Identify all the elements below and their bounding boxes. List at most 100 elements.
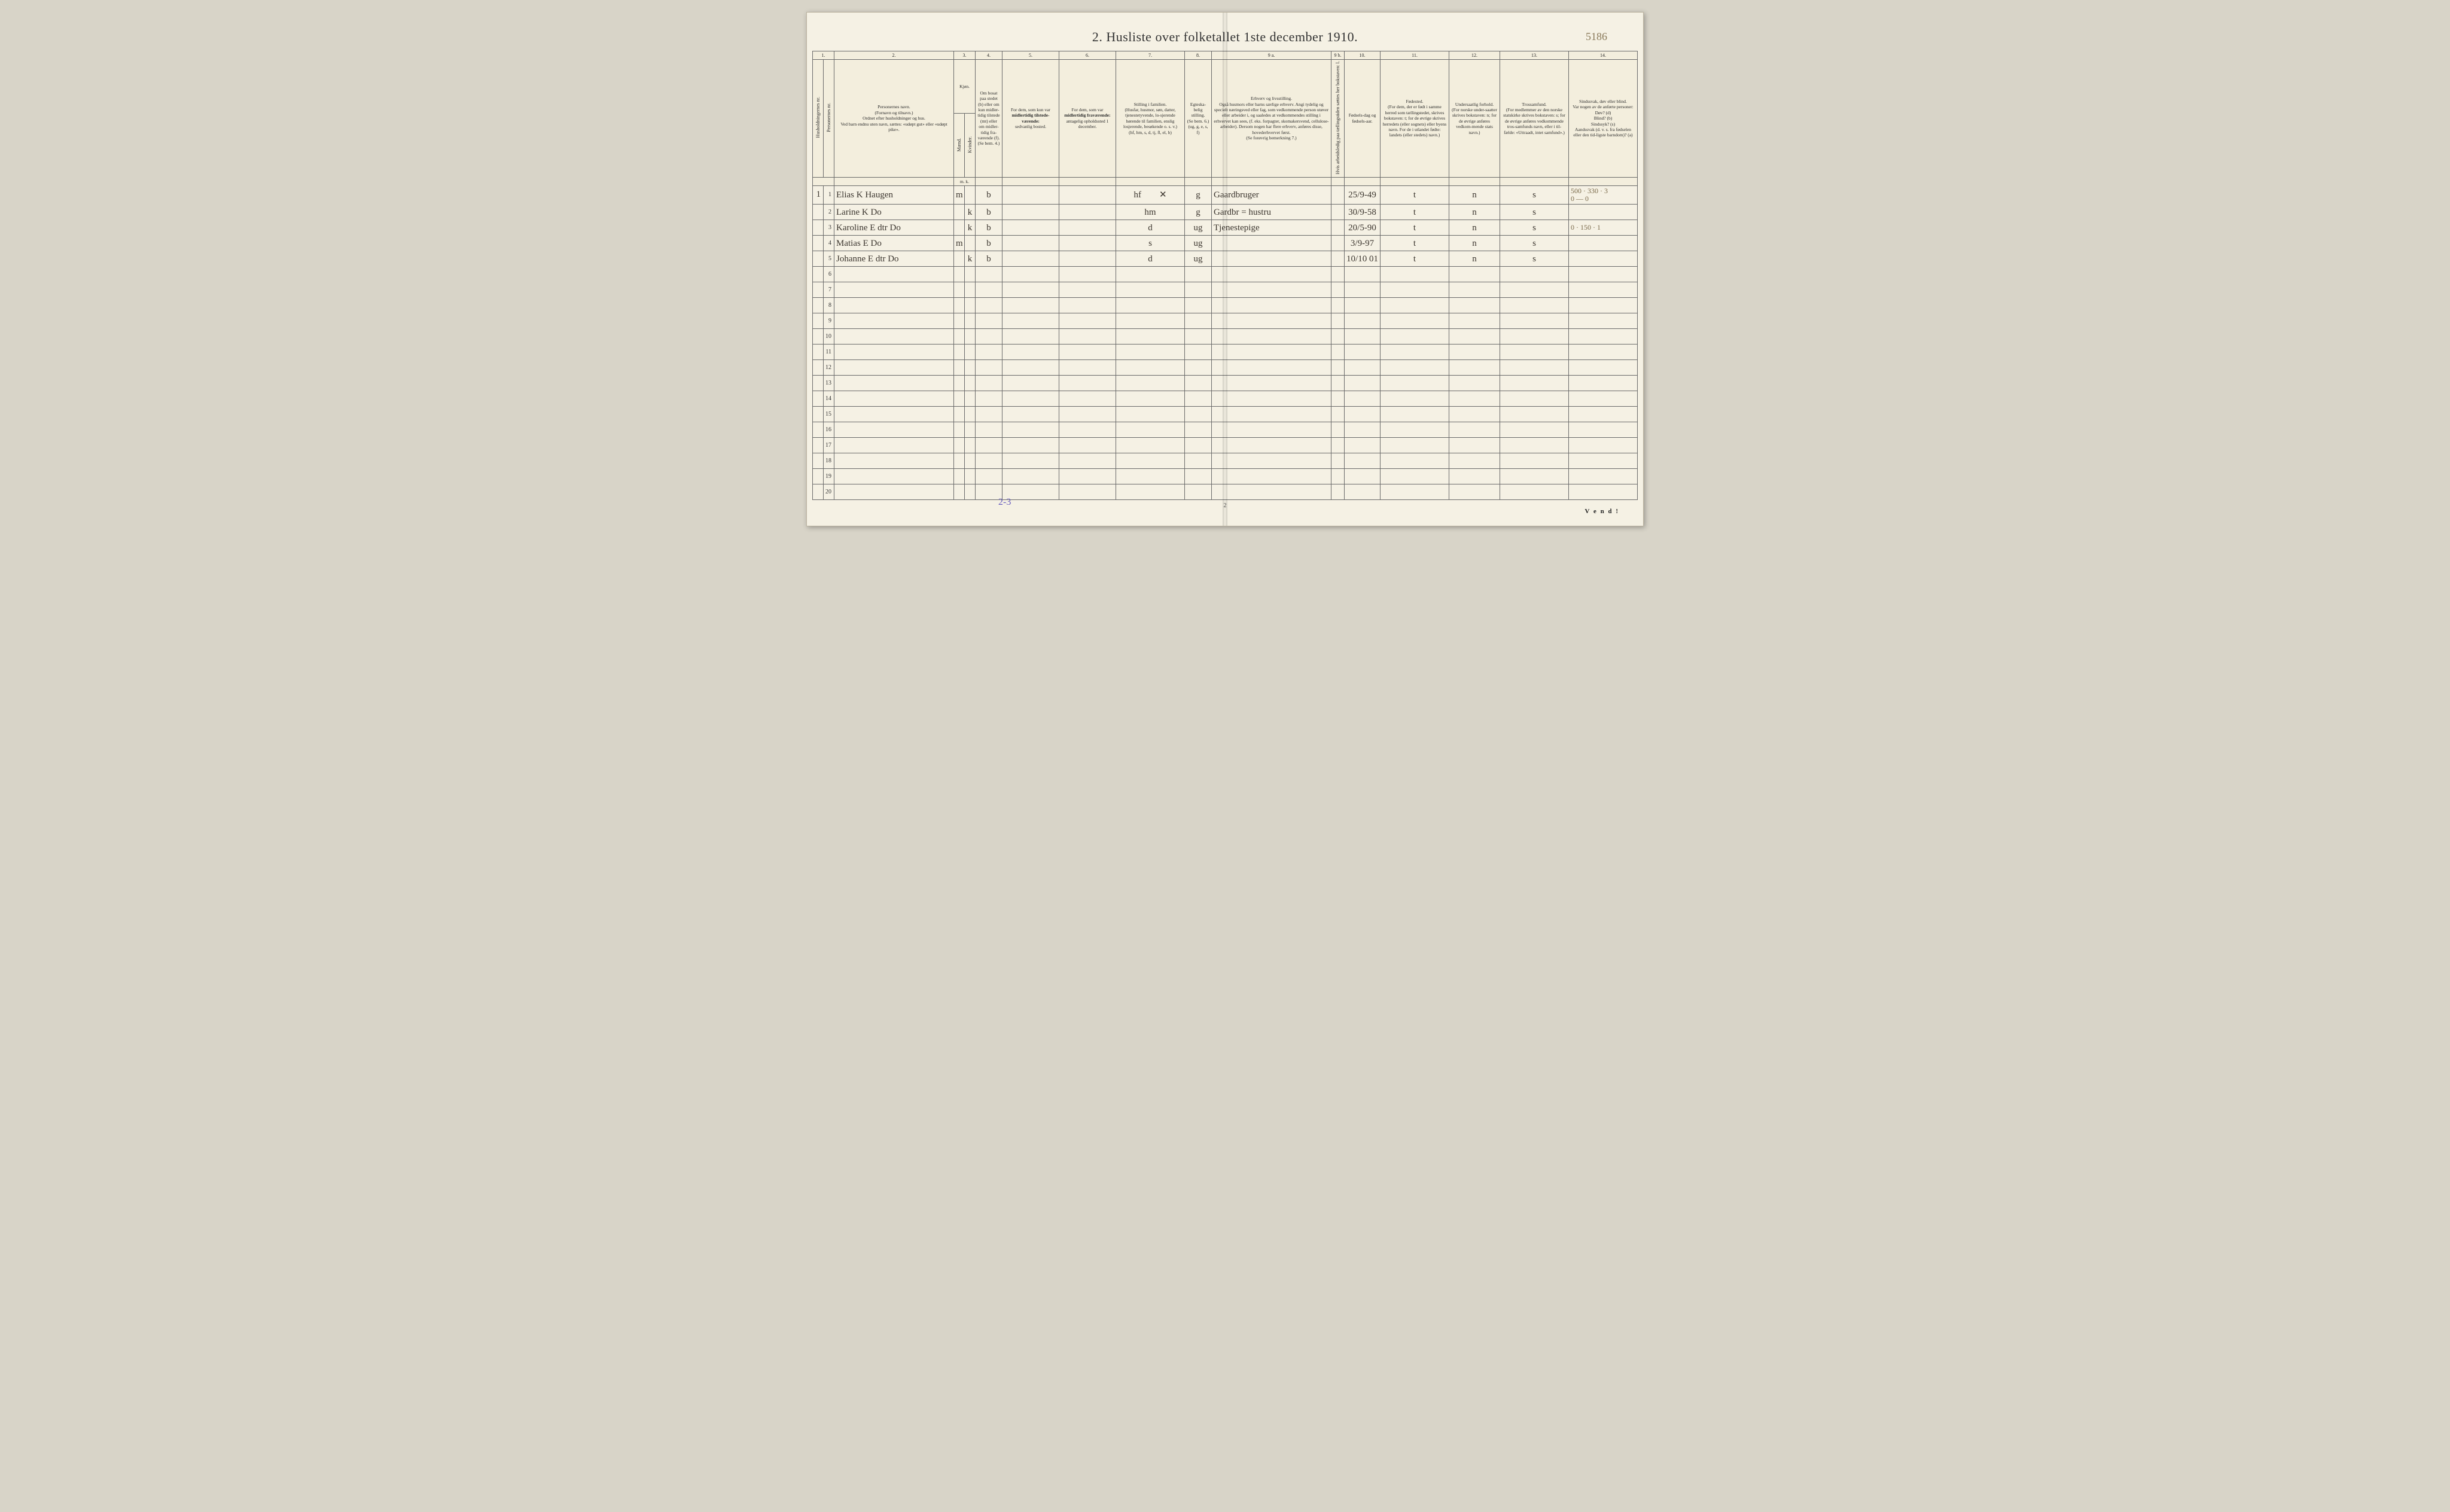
cell-name	[834, 407, 954, 422]
blank-h	[1212, 177, 1331, 185]
cell-erhverv: Gardbr = hustru	[1212, 205, 1331, 220]
colnum-5: 5.	[1002, 51, 1059, 60]
colnum-8: 8.	[1185, 51, 1212, 60]
cell-col6	[1059, 360, 1116, 376]
cell-person-nr: 19	[824, 469, 834, 484]
hdr-bosat: Om bosat paa stedet (b) eller om kun mid…	[976, 60, 1002, 178]
cell-bosat	[976, 267, 1002, 282]
cell-sex-m	[954, 360, 965, 376]
cell-bosat	[976, 345, 1002, 360]
handwritten-value: Tjenestepige	[1214, 223, 1260, 233]
cell-household-nr	[813, 391, 824, 407]
handwritten-value: hf	[1133, 190, 1141, 200]
cell-col14	[1569, 313, 1638, 329]
cell-col5	[1002, 205, 1059, 220]
cell-trossamfund: s	[1500, 236, 1569, 251]
vend-label: V e n d !	[1584, 508, 1619, 515]
colnum-6: 6.	[1059, 51, 1116, 60]
cell-name	[834, 391, 954, 407]
cell-sex-m	[954, 469, 965, 484]
cell-col5	[1002, 422, 1059, 438]
cell-erhverv	[1212, 267, 1331, 282]
cell-stilling-familien	[1116, 484, 1185, 500]
colnum-7: 7.	[1116, 51, 1185, 60]
cell-person-nr: 11	[824, 345, 834, 360]
handwritten-value: m	[956, 239, 963, 248]
handwritten-value: ug	[1194, 239, 1203, 248]
cell-bosat: b	[976, 185, 1002, 204]
cell-person-nr: 12	[824, 360, 834, 376]
cell-fodselsdato	[1345, 329, 1381, 345]
cell-fodselsdato	[1345, 438, 1381, 453]
cell-name	[834, 376, 954, 391]
cell-name	[834, 438, 954, 453]
cell-fodselsdato	[1345, 484, 1381, 500]
handwritten-value: 30/9-58	[1348, 208, 1376, 217]
cell-household-nr	[813, 220, 824, 236]
cell-col6	[1059, 407, 1116, 422]
cell-fodested	[1381, 298, 1449, 313]
cell-household-nr	[813, 360, 824, 376]
cell-col5	[1002, 438, 1059, 453]
cell-household-nr	[813, 205, 824, 220]
hdr-sex-m-label: Mænd.	[956, 138, 962, 151]
blank-g	[1185, 177, 1212, 185]
cell-stilling-familien	[1116, 453, 1185, 469]
hdr-sex: Kjøn.	[954, 60, 976, 114]
cell-sex-k	[965, 407, 976, 422]
cell-egteskabelig: g	[1185, 205, 1212, 220]
cell-erhverv	[1212, 376, 1331, 391]
hdr-sex-m: Mænd.	[954, 114, 965, 178]
table-row: 4Matias E Dombsug3/9-97tns	[813, 236, 1638, 251]
cell-trossamfund	[1500, 391, 1569, 407]
cell-col5	[1002, 360, 1059, 376]
cell-stilling-familien: s	[1116, 236, 1185, 251]
cell-egteskabelig	[1185, 438, 1212, 453]
cell-bosat	[976, 469, 1002, 484]
handwritten-value: t	[1413, 239, 1416, 248]
cell-person-nr: 6	[824, 267, 834, 282]
hdr-col7: Stilling i familien. (Husfar, husmor, sø…	[1116, 60, 1185, 178]
handwritten-value: 25/9-49	[1348, 190, 1376, 200]
handwritten-value: Gaardbruger	[1214, 190, 1259, 200]
cell-erhverv: Tjenestepige	[1212, 220, 1331, 236]
cell-sex-k	[965, 360, 976, 376]
cell-household-nr	[813, 438, 824, 453]
handwritten-value: n	[1472, 254, 1477, 264]
cell-household-nr	[813, 453, 824, 469]
cell-fodested: t	[1381, 205, 1449, 220]
blank-d	[1002, 177, 1059, 185]
cell-erhverv: Gaardbruger	[1212, 185, 1331, 204]
table-body: 11Elias K Haugenmbhf✕gGaardbruger25/9-49…	[813, 185, 1638, 499]
hdr-col6-a: For dem, som var	[1072, 107, 1104, 112]
cell-stilling-familien: d	[1116, 220, 1185, 236]
colnum-14: 14.	[1569, 51, 1638, 60]
hdr-col6-c: antagelig opholdssted 1 december.	[1066, 118, 1109, 129]
cell-9b	[1331, 282, 1345, 298]
cell-person-nr: 1	[824, 185, 834, 204]
cell-egteskabelig	[1185, 407, 1212, 422]
cell-9b	[1331, 376, 1345, 391]
cell-name	[834, 484, 954, 500]
column-header-row: Husholdningernes nr. Personernes nr. Per…	[813, 60, 1638, 114]
cell-erhverv	[1212, 251, 1331, 267]
cell-undersaat	[1449, 267, 1500, 282]
blank-f	[1116, 177, 1185, 185]
cell-col5	[1002, 453, 1059, 469]
cell-egteskabelig	[1185, 313, 1212, 329]
handwritten-value: Larine K Do	[836, 208, 882, 217]
handwritten-value: t	[1413, 208, 1416, 217]
cell-fodested	[1381, 282, 1449, 298]
handwritten-value: ug	[1194, 254, 1203, 264]
handwritten-value: n	[1472, 208, 1477, 217]
cell-name	[834, 267, 954, 282]
cell-col14	[1569, 376, 1638, 391]
cell-name	[834, 329, 954, 345]
cell-fodested: t	[1381, 185, 1449, 204]
cell-col5	[1002, 236, 1059, 251]
cell-stilling-familien	[1116, 422, 1185, 438]
cell-erhverv	[1212, 345, 1331, 360]
blank-j	[1345, 177, 1381, 185]
cell-col5	[1002, 220, 1059, 236]
cell-egteskabelig	[1185, 422, 1212, 438]
